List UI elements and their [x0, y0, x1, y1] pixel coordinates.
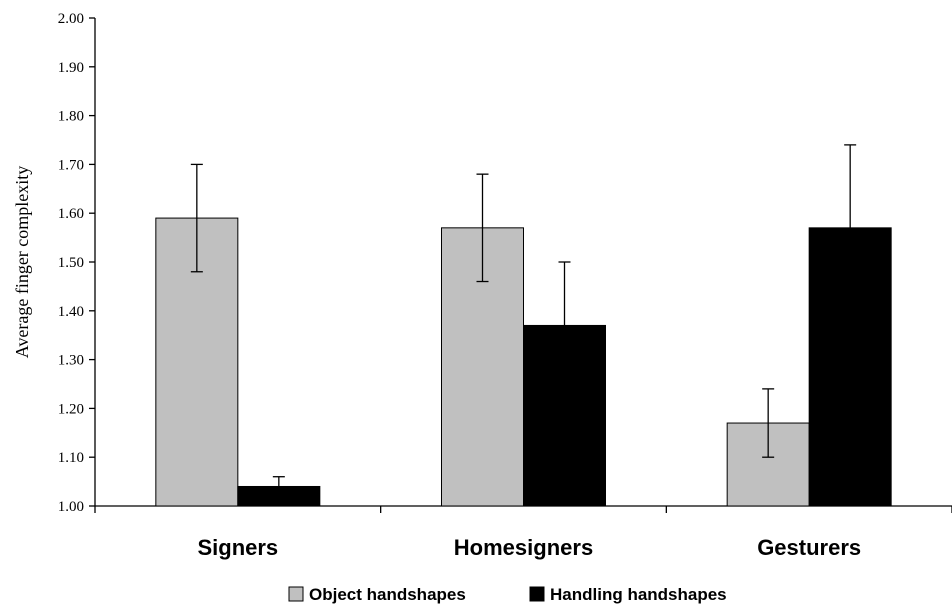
- y-tick-label: 1.30: [58, 353, 84, 369]
- y-tick-label: 2.00: [58, 11, 84, 27]
- y-tick-label: 1.80: [58, 109, 84, 125]
- category-label: Gesturers: [757, 535, 861, 560]
- y-tick-label: 1.90: [58, 60, 84, 76]
- error-bars: [190, 144, 857, 497]
- y-tick-label: 1.10: [58, 450, 84, 466]
- y-tick-label: 1.00: [58, 499, 84, 515]
- legend-label: Handling handshapes: [550, 585, 727, 604]
- y-tick-label: 1.50: [58, 255, 84, 271]
- category-label: Homesigners: [454, 535, 593, 560]
- legend-swatch: [529, 586, 545, 602]
- bars: [155, 217, 892, 507]
- category-label: Signers: [197, 535, 278, 560]
- x-axis: [94, 505, 952, 513]
- legend-label: Object handshapes: [309, 585, 466, 604]
- y-tick-label: 1.20: [58, 401, 84, 417]
- y-tick-label: 1.40: [58, 304, 84, 320]
- y-axis-title: Average finger complexity: [12, 166, 32, 359]
- legend: Object handshapes Handling handshapes: [288, 585, 727, 604]
- y-tick-label: 1.70: [58, 157, 84, 173]
- category-labels: Signers Homesigners Gesturers: [197, 535, 861, 560]
- y-axis: 1.00 1.10 1.20 1.30 1.40 1.50 1.60 1.70 1.80 1.90…: [58, 11, 96, 515]
- y-tick-label: 1.60: [58, 206, 84, 222]
- legend-swatch: [288, 586, 304, 602]
